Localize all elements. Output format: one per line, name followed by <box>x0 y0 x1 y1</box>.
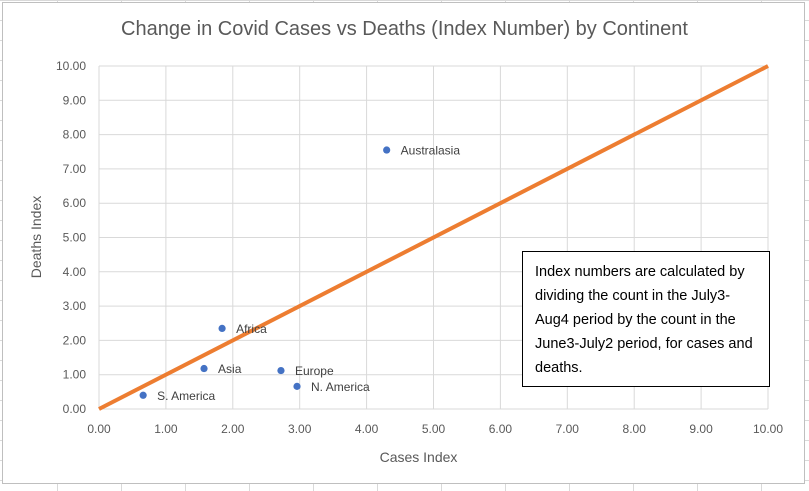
data-label: Asia <box>218 362 242 376</box>
x-tick-label: 5.00 <box>422 422 446 436</box>
data-point <box>293 382 301 390</box>
data-point <box>200 364 208 373</box>
x-tick-label: 1.00 <box>154 422 178 436</box>
y-tick-label: 8.00 <box>63 128 87 142</box>
data-label: Europe <box>295 364 334 378</box>
y-tick-label: 5.00 <box>63 231 87 245</box>
data-point <box>139 391 147 399</box>
reference-line <box>98 64 769 411</box>
chart-area[interactable] <box>2 2 805 484</box>
y-tick-label: 0.00 <box>63 402 87 416</box>
x-axis-title[interactable]: Cases Index <box>379 449 458 465</box>
data-point <box>277 366 285 375</box>
y-tick-label: 10.00 <box>56 59 86 73</box>
y-tick-label: 4.00 <box>63 265 87 279</box>
annotation-textbox[interactable]: Index numbers are calculated by dividing… <box>522 251 770 387</box>
data-label: Australasia <box>401 144 461 158</box>
x-tick-label: 4.00 <box>355 422 379 436</box>
data-label: N. America <box>311 380 370 394</box>
y-tick-label: 6.00 <box>63 196 87 210</box>
x-tick-label: 2.00 <box>221 422 245 436</box>
y-tick-label: 2.00 <box>63 333 87 347</box>
y-tick-label: 7.00 <box>63 162 87 176</box>
x-tick-label: 7.00 <box>556 422 580 436</box>
data-point <box>218 324 226 332</box>
y-tick-label: 1.00 <box>63 368 87 382</box>
x-tick-label: 6.00 <box>489 422 513 436</box>
chart-title[interactable]: Change in Covid Cases vs Deaths (Index N… <box>121 18 688 40</box>
data-label: S. America <box>157 389 215 403</box>
x-tick-label: 9.00 <box>689 422 713 436</box>
x-tick-label: 3.00 <box>288 422 312 436</box>
x-tick-label: 10.00 <box>753 422 783 436</box>
y-axis-title[interactable]: Deaths Index <box>28 195 44 279</box>
data-point <box>383 146 391 154</box>
x-tick-label: 8.00 <box>623 422 647 436</box>
y-tick-label: 9.00 <box>63 93 87 107</box>
data-label: Africa <box>236 322 267 336</box>
x-tick-label: 0.00 <box>87 422 111 436</box>
y-tick-label: 3.00 <box>63 299 87 313</box>
